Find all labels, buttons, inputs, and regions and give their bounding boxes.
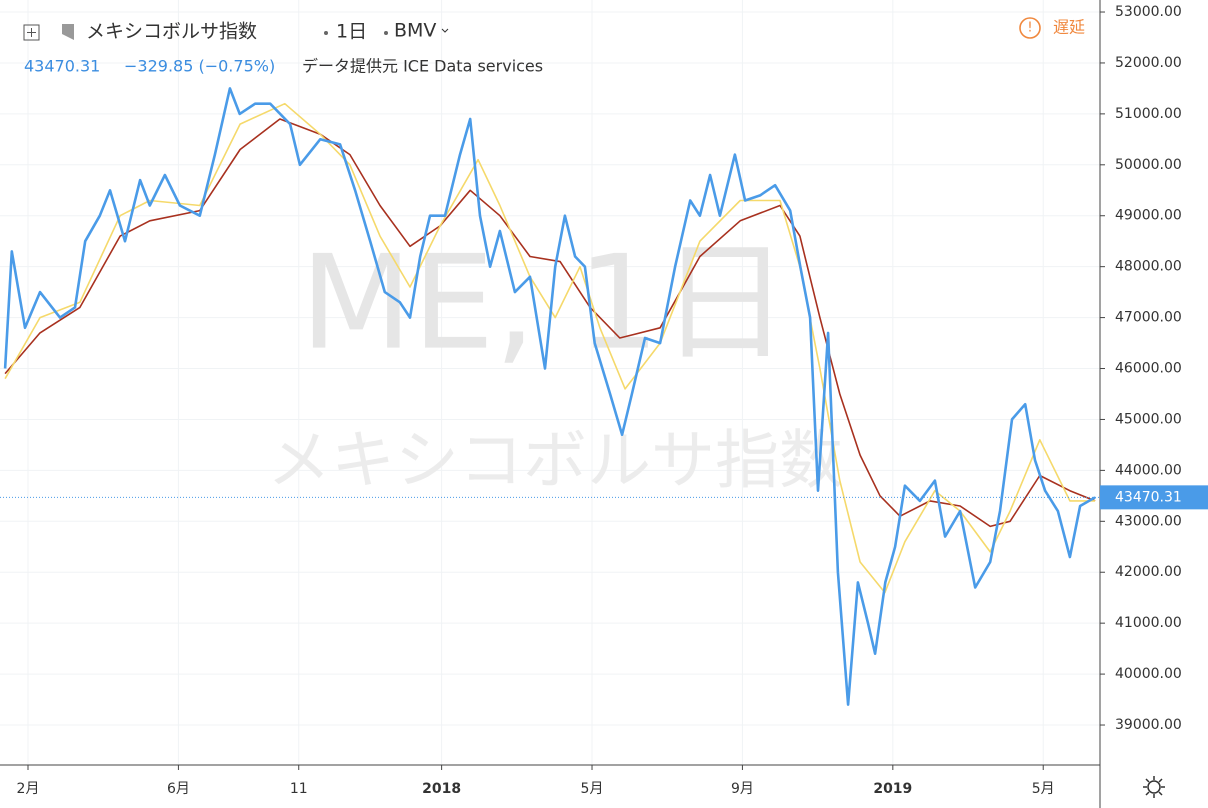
add-icon[interactable] [23,24,40,41]
y-tick-label: 46000.00 [1115,361,1182,377]
settings-gear [1147,780,1161,794]
flag-icon[interactable] [62,24,74,40]
watermark-symbol: ME, 1日 [300,227,790,379]
status-icon-mark: ! [1027,21,1032,36]
status-icon[interactable] [1019,17,1041,39]
last-price: 43470.31 [24,57,100,76]
separator [384,31,388,35]
series-line [4,118,1096,528]
y-tick-label: 50000.00 [1115,157,1182,173]
x-tick-label: 6月 [167,781,190,797]
y-tick-label: 52000.00 [1115,55,1182,71]
separator [324,31,328,35]
y-tick-label: 40000.00 [1115,666,1182,682]
background [0,0,1100,765]
last-price-badge [1100,485,1208,510]
y-tick-label: 39000.00 [1115,717,1182,733]
y-tick-label: 42000.00 [1115,564,1182,580]
watermark-name: メキシコボルサ指数 [267,425,843,499]
x-tick-label: 2018 [422,781,461,797]
exchange[interactable]: BMV [394,20,436,42]
series-line [4,102,1096,594]
y-tick-label: 44000.00 [1115,462,1182,478]
series-line [3,87,1096,706]
x-tick-label: 2019 [873,781,912,797]
symbol-name: メキシコボルサ指数 [86,21,257,43]
y-tick-label: 45000.00 [1115,411,1182,427]
y-tick-label: 51000.00 [1115,106,1182,122]
x-tick-label: 9月 [731,781,754,797]
settings-icon[interactable] [1143,776,1165,798]
y-tick-label: 53000.00 [1115,4,1182,20]
dropdown-arrow [441,28,449,33]
last-price-label: 43470.31 [1115,489,1182,505]
y-tick-label: 41000.00 [1115,615,1182,631]
change: −329.85 (−0.75%) [124,57,275,76]
y-tick-label: 43000.00 [1115,513,1182,529]
x-tick-label: 11 [290,781,308,797]
x-tick-label: 5月 [581,781,604,797]
status: 遅延 [1053,18,1085,37]
settings-teeth [1143,776,1165,798]
plot [0,87,1100,706]
data-source: データ提供元 ICE Data services [302,57,543,76]
add-icon-cross [27,28,36,37]
y-tick-label: 47000.00 [1115,310,1182,326]
y-tick-label: 49000.00 [1115,208,1182,224]
x-tick-label: 2月 [17,781,40,797]
y-tick-label: 48000.00 [1115,259,1182,275]
interval: 1日 [336,21,367,43]
x-tick-label: 5月 [1032,781,1055,797]
